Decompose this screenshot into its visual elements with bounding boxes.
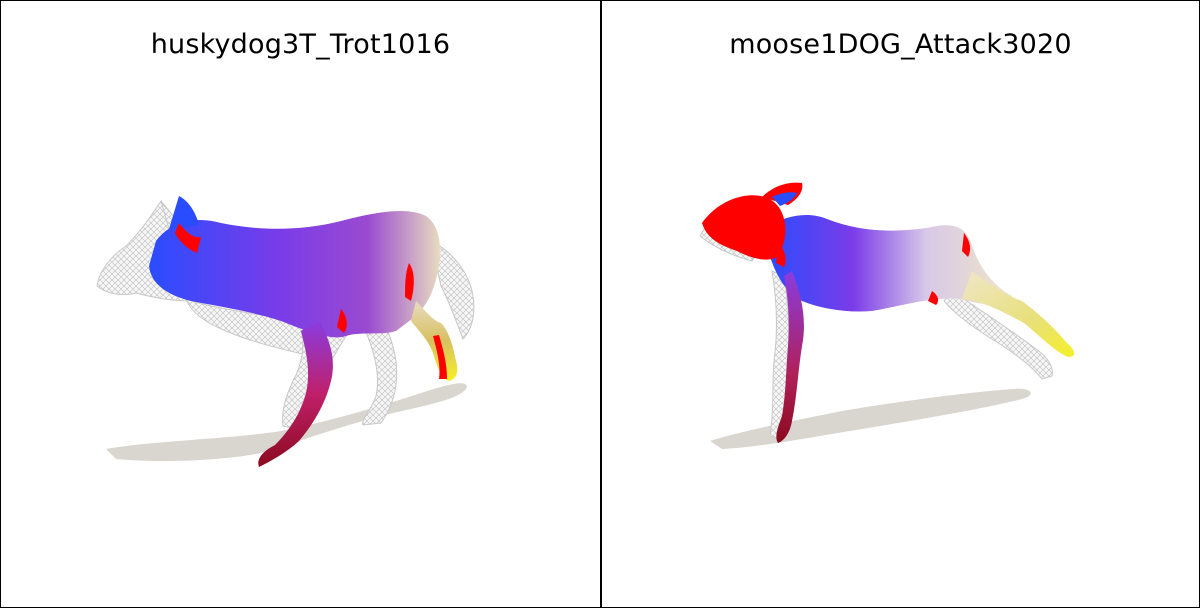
shadow (710, 389, 1031, 449)
moose-render (602, 1, 1199, 607)
moose-head (702, 195, 785, 259)
husky-render (1, 1, 600, 607)
panel-left: huskydog3T_Trot1016 (1, 1, 600, 607)
panel-right: moose1DOG_Attack3020 (600, 1, 1199, 607)
husky-hind-leg (411, 301, 457, 381)
husky-body (149, 211, 440, 337)
husky-ear (169, 196, 199, 229)
